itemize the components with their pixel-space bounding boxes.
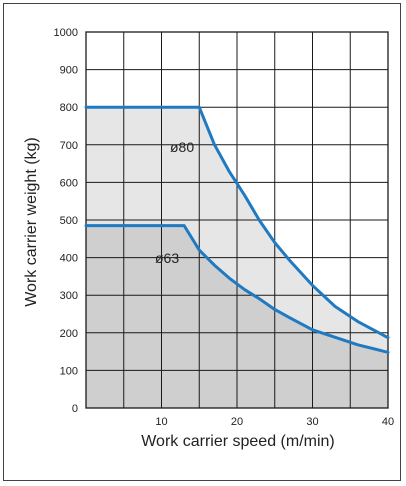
- series-line-o63: [84, 224, 390, 354]
- y-tick-label: 1000: [54, 27, 78, 39]
- x-tick-label: 10: [155, 416, 167, 428]
- y-tick-label: 400: [60, 253, 78, 265]
- y-tick-label: 800: [60, 102, 78, 114]
- y-tick-label: 500: [60, 215, 78, 227]
- series-line-o80: [84, 105, 390, 340]
- y-tick-label: 300: [60, 290, 78, 302]
- x-axis-label: Work carrier speed (m/min): [141, 433, 335, 450]
- x-tick-label: 40: [382, 416, 394, 428]
- y-tick-label: 600: [60, 177, 78, 189]
- y-tick-label: 0: [72, 403, 78, 415]
- x-tick-label: 30: [306, 416, 318, 428]
- y-axis-label: Work carrier weight (kg): [23, 137, 40, 307]
- y-tick-label: 200: [60, 328, 78, 340]
- x-tick-label: 20: [231, 416, 243, 428]
- plot-border: [85, 31, 389, 409]
- y-tick-label: 700: [60, 140, 78, 152]
- series-label-o80: ø80: [170, 139, 194, 155]
- series-label-o63: ø63: [155, 250, 179, 266]
- y-tick-label: 900: [60, 65, 78, 77]
- y-tick-label: 100: [60, 365, 78, 377]
